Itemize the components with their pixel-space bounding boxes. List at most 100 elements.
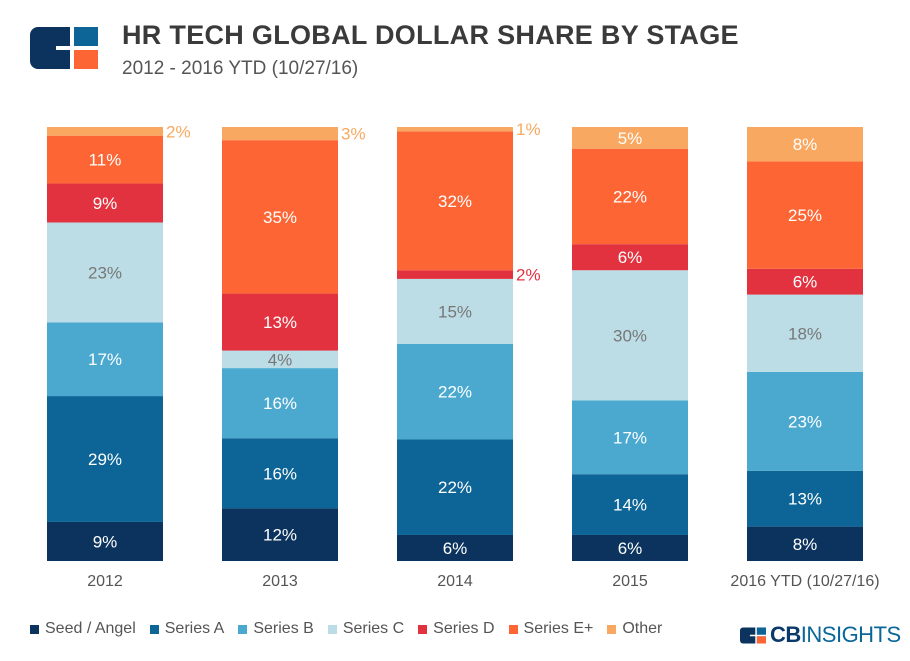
bar-segment xyxy=(572,244,688,271)
data-label: 8% xyxy=(793,135,818,154)
data-label: 8% xyxy=(793,535,818,554)
legend-item: Series D xyxy=(418,620,495,638)
x-tick-label: 2014 xyxy=(437,573,473,590)
data-label: 22% xyxy=(438,383,472,402)
cb-logo-icon xyxy=(740,626,766,644)
bar-segment xyxy=(397,439,513,535)
bar-segment xyxy=(397,344,513,440)
data-label: 17% xyxy=(88,350,122,369)
bar-segment xyxy=(572,148,688,245)
data-label: 6% xyxy=(443,539,468,558)
data-label: 6% xyxy=(793,273,818,292)
legend-swatch xyxy=(30,624,39,634)
bar-segment xyxy=(747,470,863,527)
bar-segment xyxy=(47,396,163,522)
bar-segment xyxy=(222,368,338,439)
legend-item: Seed / Angel xyxy=(30,620,136,638)
legend-swatch xyxy=(238,624,248,634)
data-label: 13% xyxy=(788,490,822,509)
data-label: 22% xyxy=(438,478,472,497)
data-label: 32% xyxy=(438,192,472,211)
plot-area: 9% 29% 17% 23% 9% 11% 2% 2012 12% 16% 16% 4% 13% 35% 3… xyxy=(47,120,880,590)
legend-label: Series A xyxy=(164,620,225,637)
legend-label: Series E+ xyxy=(523,620,594,637)
chart-subtitle: 2012 - 2016 YTD (10/27/16) xyxy=(122,58,359,79)
data-label: 14% xyxy=(613,496,647,515)
data-label: 25% xyxy=(788,206,822,225)
bar-segment xyxy=(222,438,338,509)
bar-segment xyxy=(747,294,863,372)
brand-name: CBINSIGHTS xyxy=(770,622,901,647)
cb-insights-brand: CBINSIGHTS xyxy=(740,622,901,648)
bar-segment xyxy=(572,534,688,561)
cb-insights-logo-icon xyxy=(30,27,98,74)
data-label: 3% xyxy=(341,125,366,144)
data-label: 6% xyxy=(618,539,643,558)
data-label: 4% xyxy=(268,350,293,369)
data-label: 16% xyxy=(263,464,297,483)
data-label: 9% xyxy=(93,194,118,213)
legend-item: Other xyxy=(607,620,662,638)
bar-segment xyxy=(397,278,513,344)
bar-segment xyxy=(222,140,338,294)
legend-swatch xyxy=(418,624,428,634)
bar-segment xyxy=(47,183,163,223)
bar-segment xyxy=(747,127,863,162)
data-label: 15% xyxy=(438,302,472,321)
data-label: 2% xyxy=(516,266,541,285)
legend-label: Seed / Angel xyxy=(45,620,136,637)
data-label: 13% xyxy=(263,313,297,332)
data-label: 29% xyxy=(88,450,122,469)
data-label: 2% xyxy=(166,122,191,141)
bar-segment xyxy=(47,322,163,397)
bar-segment xyxy=(747,161,863,269)
bar-segment xyxy=(747,526,863,561)
legend-label: Series D xyxy=(433,620,495,637)
data-label: 23% xyxy=(788,412,822,431)
legend-item: Series E+ xyxy=(508,620,594,638)
bar-segment xyxy=(397,131,513,271)
bar-segment xyxy=(47,127,163,136)
x-tick-label: 2015 xyxy=(612,573,648,590)
x-tick-label: 2013 xyxy=(262,573,298,590)
bar-segment xyxy=(747,268,863,295)
legend-swatch xyxy=(508,624,518,634)
data-label: 35% xyxy=(263,208,297,227)
data-label: 12% xyxy=(263,526,297,545)
legend-item: Series B xyxy=(238,620,314,638)
bar-segment xyxy=(572,127,688,149)
bar-segment xyxy=(47,222,163,323)
legend-swatch xyxy=(149,624,159,634)
data-label: 1% xyxy=(516,120,541,139)
bar-segment xyxy=(572,474,688,535)
legend: Seed / Angel Series A Series B Series C Seri… xyxy=(30,620,662,638)
data-label: 17% xyxy=(613,428,647,447)
legend-item: Series C xyxy=(327,620,404,638)
bar-segment xyxy=(222,127,338,141)
bar-segment xyxy=(47,135,163,184)
legend-label: Other xyxy=(622,620,663,637)
bar-segment xyxy=(397,534,513,561)
bar-segment xyxy=(222,350,338,369)
chart-title: HR TECH GLOBAL DOLLAR SHARE BY STAGE xyxy=(122,20,739,50)
data-label: 5% xyxy=(618,129,643,148)
data-label: 11% xyxy=(89,151,122,170)
legend-item: Series A xyxy=(149,620,225,638)
data-label: 22% xyxy=(613,187,647,206)
data-label: 16% xyxy=(263,394,297,413)
bar-segment xyxy=(397,270,513,279)
bar-segment xyxy=(572,400,688,475)
data-label: 9% xyxy=(93,532,118,551)
x-tick-label: 2012 xyxy=(87,573,123,590)
bar-segment xyxy=(572,270,688,401)
legend-swatch xyxy=(327,624,337,634)
x-tick-label: 2016 YTD (10/27/16) xyxy=(730,573,879,590)
bar-segment xyxy=(747,371,863,471)
data-label: 6% xyxy=(618,248,643,267)
bar-segment xyxy=(47,521,163,561)
data-label: 30% xyxy=(613,326,647,345)
bar-segment xyxy=(222,508,338,561)
legend-label: Series B xyxy=(253,620,314,637)
data-label: 18% xyxy=(788,324,822,343)
